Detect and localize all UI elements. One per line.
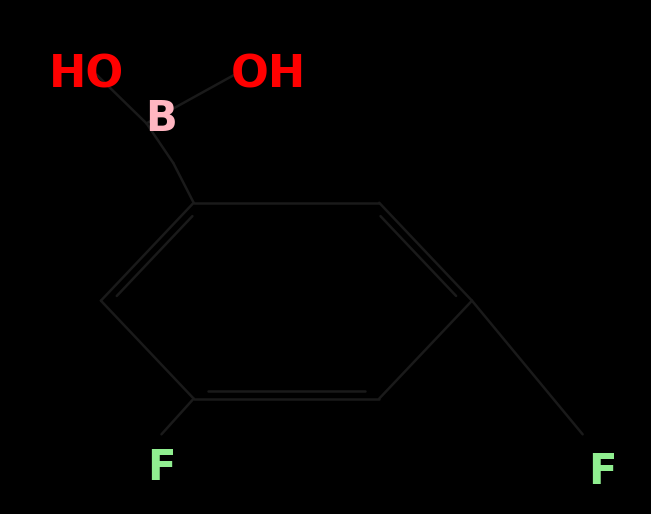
Text: OH: OH: [231, 54, 307, 97]
Text: B: B: [146, 98, 177, 140]
Text: HO: HO: [49, 54, 124, 97]
Text: F: F: [588, 451, 616, 493]
Text: F: F: [147, 447, 176, 489]
